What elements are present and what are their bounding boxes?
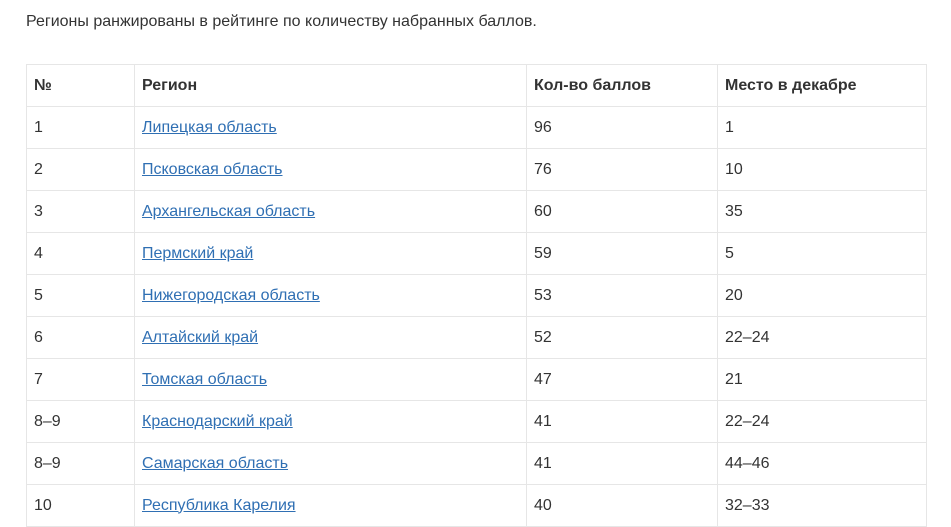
score-cell: 76 (526, 148, 718, 191)
header-december-place: Место в декабре (717, 64, 927, 107)
region-link[interactable]: Краснодарский край (142, 412, 293, 430)
region-cell: Нижегородская область (134, 274, 527, 317)
region-cell: Алтайский край (134, 316, 527, 359)
rank-cell: 8–9 (26, 442, 135, 485)
december-place-cell: 10 (717, 148, 927, 191)
region-link[interactable]: Нижегородская область (142, 286, 320, 304)
table-body: 1 Липецкая область 96 1 2 Псковская область 76… (26, 106, 927, 527)
region-cell: Республика Карелия (134, 484, 527, 527)
rank-cell: 6 (26, 316, 135, 359)
ranking-table: № Регион Кол-во баллов Место в декабре 1… (26, 64, 927, 527)
region-link[interactable]: Алтайский край (142, 328, 259, 346)
december-place-cell: 22–24 (717, 400, 927, 443)
table-row: 8–9 Самарская область 41 44–46 (26, 442, 927, 485)
december-place-cell: 20 (717, 274, 927, 317)
table-row: 4 Пермский край 59 5 (26, 232, 927, 275)
table-row: 10 Республика Карелия 40 32–33 (26, 484, 927, 527)
region-link[interactable]: Республика Карелия (142, 496, 296, 514)
header-score: Кол-во баллов (526, 64, 718, 107)
region-link[interactable]: Самарская область (142, 454, 289, 472)
december-place-cell: 5 (717, 232, 927, 275)
header-region: Регион (134, 64, 527, 107)
score-cell: 40 (526, 484, 718, 527)
region-cell: Архангельская область (134, 190, 527, 233)
rank-cell: 5 (26, 274, 135, 317)
table-row: 8–9 Краснодарский край 41 22–24 (26, 400, 927, 443)
region-cell: Краснодарский край (134, 400, 527, 443)
region-cell: Самарская область (134, 442, 527, 485)
intro-text: Регионы ранжированы в рейтинге по количе… (26, 13, 537, 30)
region-link[interactable]: Томская область (142, 370, 268, 388)
region-cell: Псковская область (134, 148, 527, 191)
rank-cell: 1 (26, 106, 135, 149)
score-cell: 53 (526, 274, 718, 317)
rank-cell: 7 (26, 358, 135, 401)
region-link[interactable]: Псковская область (142, 160, 283, 178)
december-place-cell: 1 (717, 106, 927, 149)
table-row: 6 Алтайский край 52 22–24 (26, 316, 927, 359)
region-link[interactable]: Архангельская область (142, 202, 316, 220)
score-cell: 59 (526, 232, 718, 275)
score-cell: 52 (526, 316, 718, 359)
table-row: 2 Псковская область 76 10 (26, 148, 927, 191)
score-cell: 47 (526, 358, 718, 401)
december-place-cell: 21 (717, 358, 927, 401)
table-row: 1 Липецкая область 96 1 (26, 106, 927, 149)
score-cell: 41 (526, 442, 718, 485)
region-cell: Томская область (134, 358, 527, 401)
region-link[interactable]: Пермский край (142, 244, 254, 262)
region-cell: Липецкая область (134, 106, 527, 149)
rank-cell: 4 (26, 232, 135, 275)
score-cell: 41 (526, 400, 718, 443)
region-link[interactable]: Липецкая область (142, 118, 277, 136)
december-place-cell: 44–46 (717, 442, 927, 485)
table-header: № Регион Кол-во баллов Место в декабре (26, 64, 927, 107)
rank-cell: 8–9 (26, 400, 135, 443)
december-place-cell: 22–24 (717, 316, 927, 359)
rank-cell: 3 (26, 190, 135, 233)
rank-cell: 10 (26, 484, 135, 527)
december-place-cell: 35 (717, 190, 927, 233)
december-place-cell: 32–33 (717, 484, 927, 527)
header-row: № Регион Кол-во баллов Место в декабре (26, 64, 927, 107)
region-cell: Пермский край (134, 232, 527, 275)
table-row: 5 Нижегородская область 53 20 (26, 274, 927, 317)
rank-cell: 2 (26, 148, 135, 191)
table-row: 3 Архангельская область 60 35 (26, 190, 927, 233)
header-num: № (26, 64, 135, 107)
table-row: 7 Томская область 47 21 (26, 358, 927, 401)
score-cell: 96 (526, 106, 718, 149)
score-cell: 60 (526, 190, 718, 233)
